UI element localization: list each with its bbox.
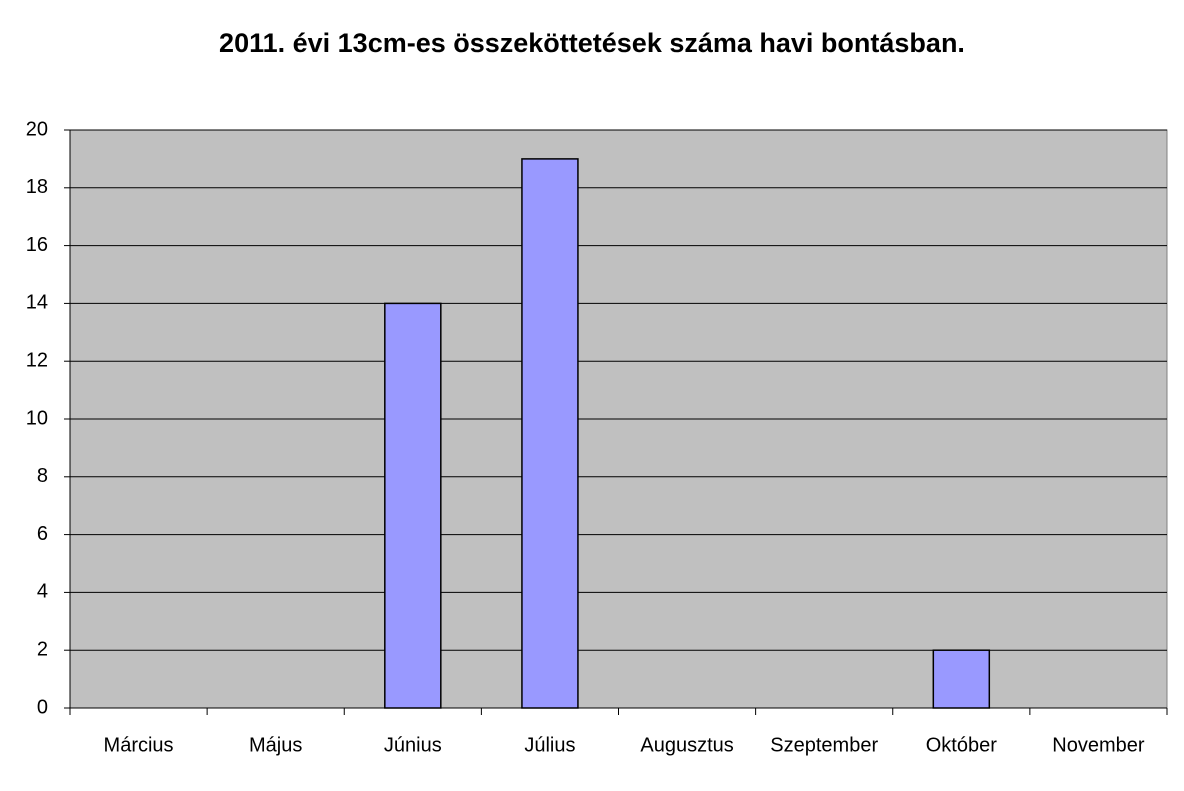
y-tick-label: 10 (26, 407, 48, 429)
y-tick-label: 20 (26, 118, 48, 140)
x-tick-label: Október (926, 734, 997, 756)
y-tick-label: 6 (37, 523, 48, 545)
y-tick-label: 4 (37, 581, 48, 603)
y-tick-label: 8 (37, 465, 48, 487)
y-tick-label: 12 (26, 349, 48, 371)
bar (521, 158, 579, 709)
x-tick-label: Július (524, 734, 575, 756)
bar (932, 649, 991, 709)
x-tick-label: Augusztus (640, 734, 733, 756)
y-tick-label: 0 (37, 696, 48, 718)
y-tick-label: 2 (37, 638, 48, 660)
y-tick-label: 18 (26, 176, 48, 198)
x-tick-label: Március (104, 734, 174, 756)
x-tick-label: Szeptember (770, 734, 878, 756)
x-tick-label: November (1052, 734, 1145, 756)
bar (384, 302, 442, 709)
x-tick-label: Május (249, 734, 302, 756)
y-tick-label: 14 (26, 292, 48, 314)
x-tick-label: Június (384, 734, 442, 756)
y-tick-label: 16 (26, 234, 48, 256)
chart-title: 2011. évi 13cm-es összeköttetések száma … (219, 28, 965, 58)
